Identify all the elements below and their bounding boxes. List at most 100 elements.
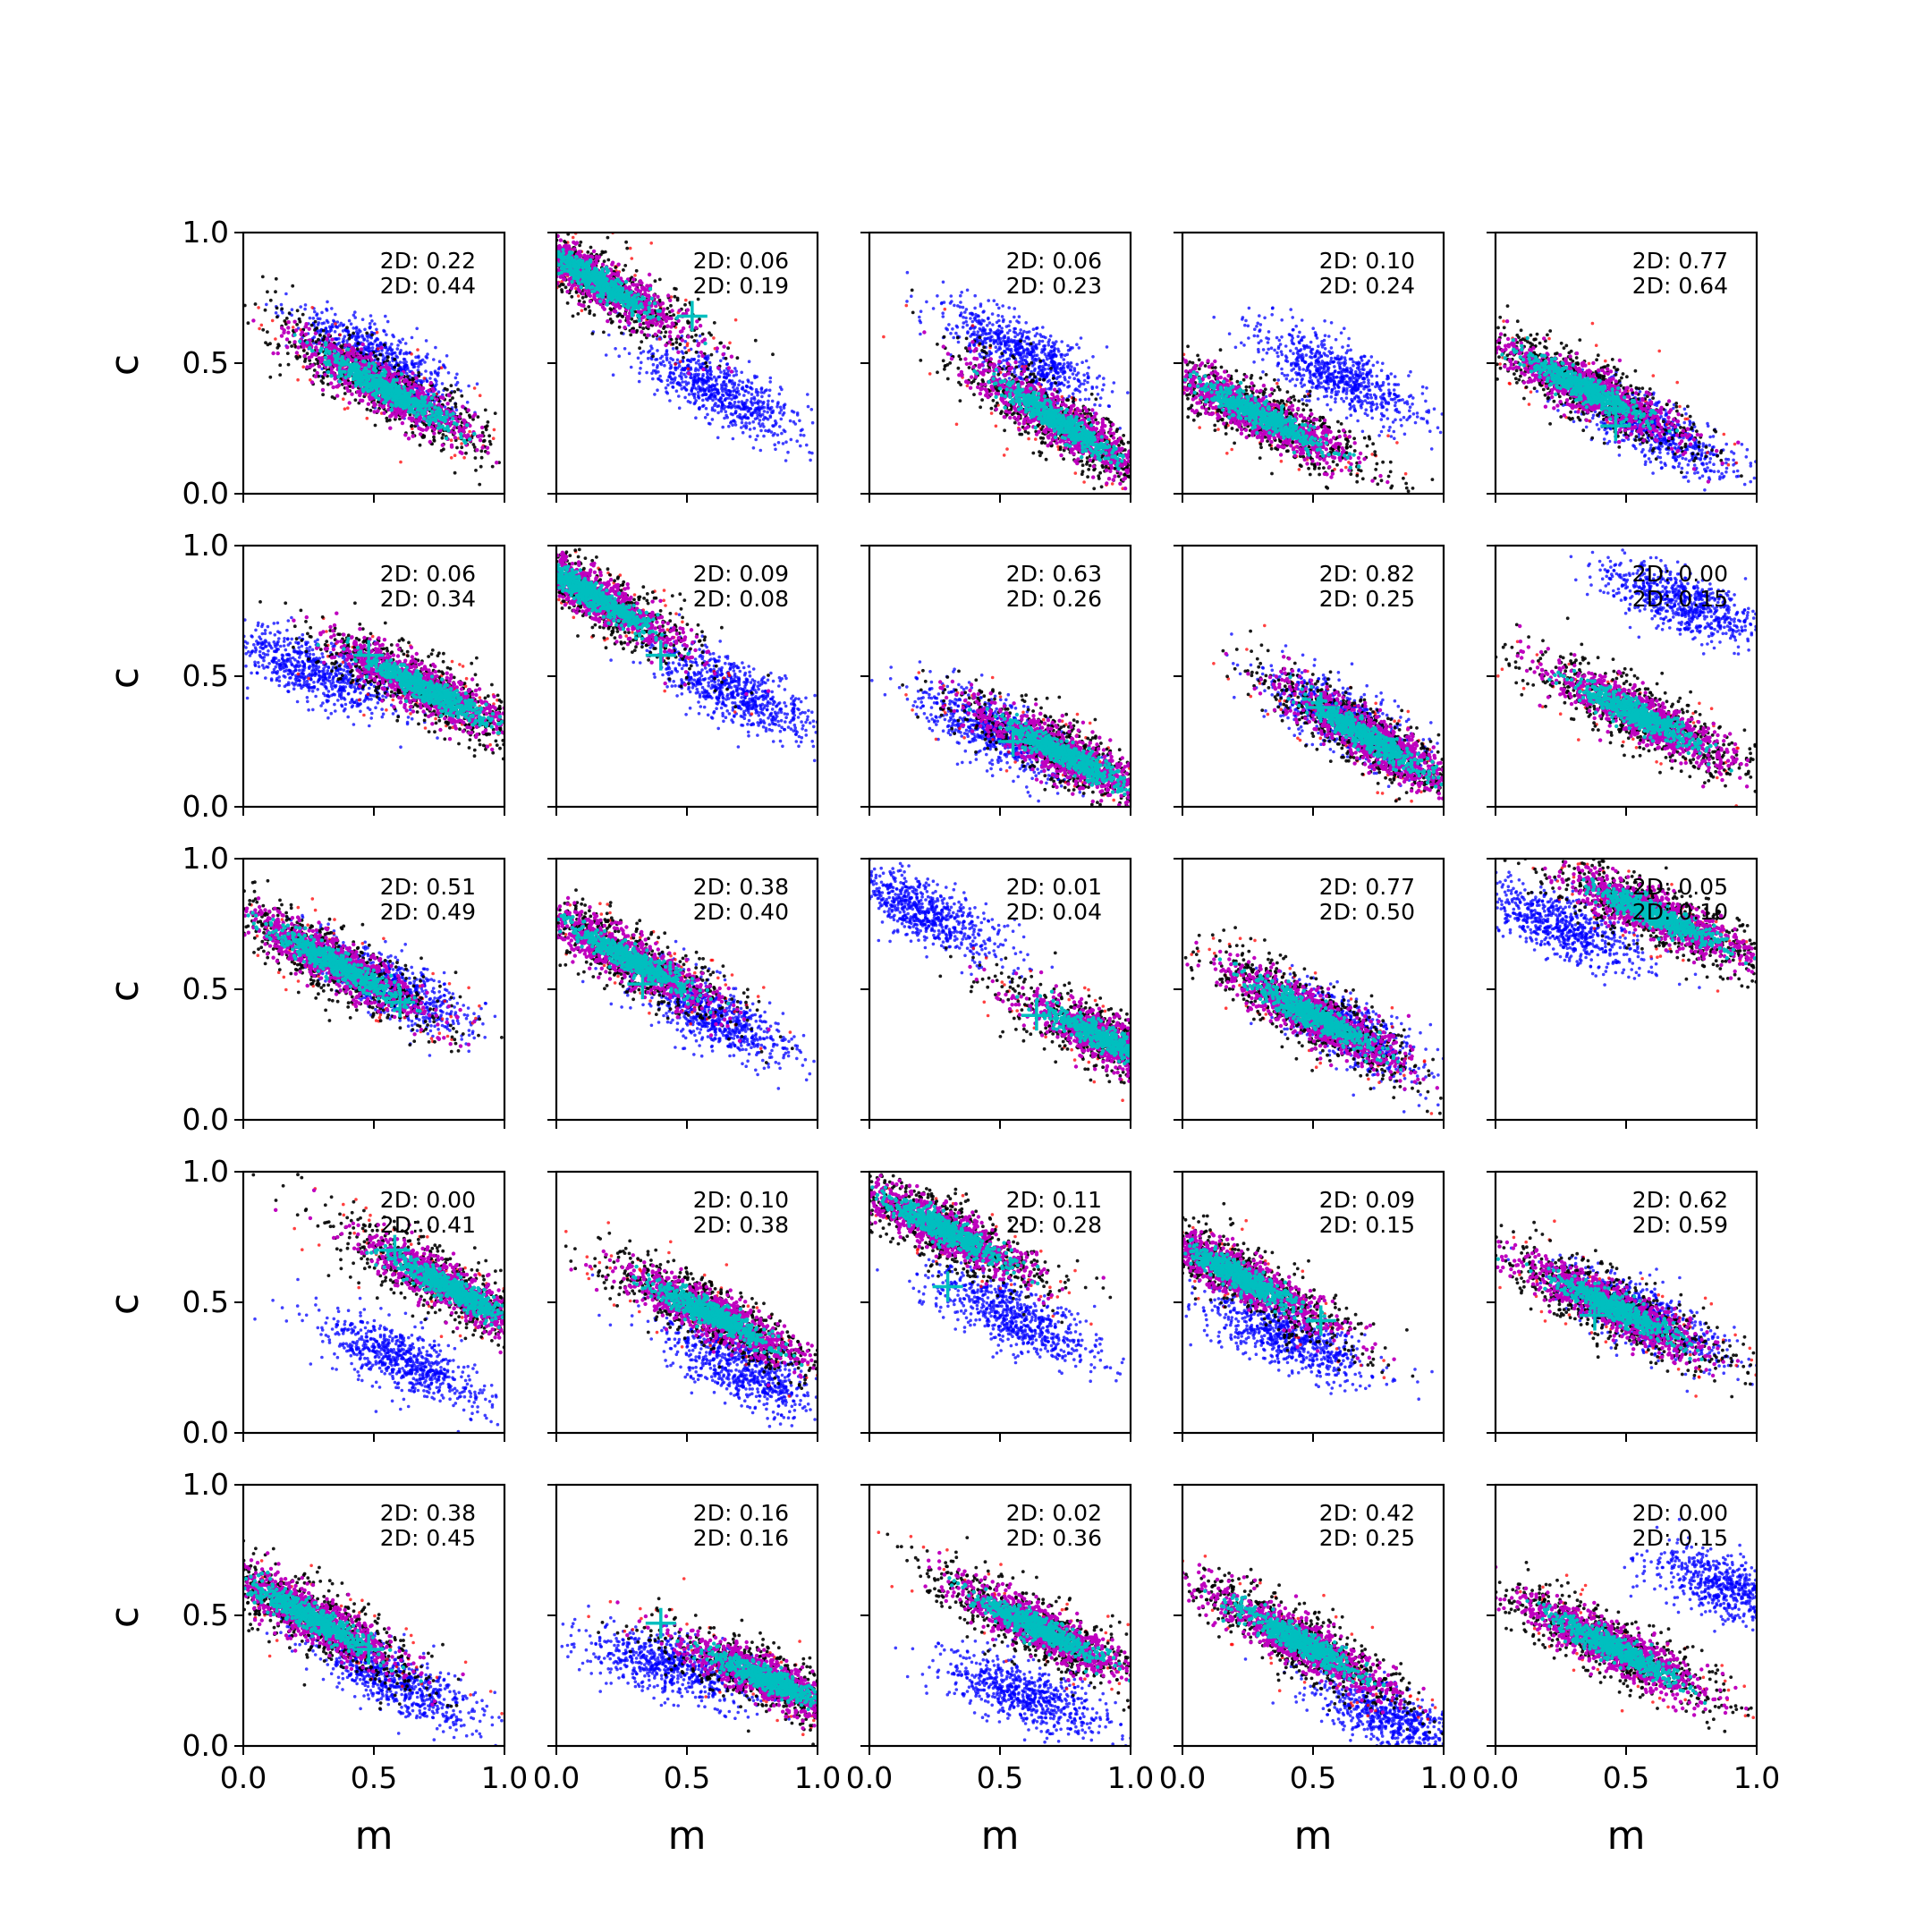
black-cloud-point — [695, 351, 699, 354]
black-cloud-point — [296, 309, 300, 312]
blue-cloud-point — [767, 394, 771, 398]
blue-cloud-point — [680, 371, 683, 375]
cyan-cloud-point — [324, 343, 327, 346]
blue-cloud-point — [658, 361, 662, 365]
blue-cloud-point — [733, 411, 737, 415]
blue-cloud-point — [617, 354, 621, 358]
blue-cloud-point — [753, 409, 757, 412]
black-cloud-point — [397, 363, 401, 367]
blue-cloud-point — [750, 402, 754, 405]
cyan-cloud-point — [451, 417, 454, 420]
magenta-cloud-point — [680, 329, 683, 333]
black-cloud-point — [365, 332, 369, 335]
black-cloud-point — [385, 417, 388, 420]
magenta-cloud-point — [650, 309, 654, 312]
blue-cloud-point — [698, 407, 701, 411]
cyan-cloud-point — [367, 369, 370, 373]
cyan-cloud-point — [443, 415, 446, 419]
cyan-cloud-point — [375, 387, 378, 391]
black-cloud-point — [417, 371, 420, 375]
cyan-cloud-point — [326, 370, 330, 374]
red-cloud-point — [580, 309, 584, 313]
cyan-cloud-point — [416, 412, 419, 416]
cyan-cloud-point — [354, 384, 358, 387]
blue-cloud-point — [335, 337, 338, 341]
cyan-cloud-point — [423, 400, 427, 403]
black-cloud-point — [280, 307, 284, 310]
black-cloud-point — [489, 443, 493, 446]
blue-cloud-point — [667, 376, 671, 379]
blue-cloud-point — [795, 439, 799, 443]
magenta-cloud-point — [716, 346, 719, 350]
cyan-cloud-point — [408, 410, 411, 413]
blue-cloud-point — [638, 371, 641, 375]
black-cloud-point — [675, 346, 679, 350]
y-tick-label: 0.5 — [182, 345, 229, 380]
blue-cloud-point — [326, 309, 329, 312]
black-cloud-point — [455, 446, 459, 450]
blue-cloud-point — [745, 417, 749, 420]
red-cloud-point — [416, 348, 419, 352]
blue-cloud-point — [382, 329, 386, 333]
black-cloud-point — [479, 465, 483, 469]
magenta-cloud-point — [276, 352, 280, 355]
blue-cloud-point — [748, 421, 751, 425]
blue-cloud-point — [666, 379, 670, 383]
magenta-cloud-point — [564, 243, 568, 247]
black-cloud-point — [383, 343, 386, 347]
blue-cloud-point — [396, 347, 400, 351]
blue-cloud-point — [732, 390, 735, 394]
blue-cloud-point — [697, 373, 700, 377]
magenta-cloud-point — [562, 277, 565, 281]
blue-cloud-point — [343, 323, 346, 326]
blue-cloud-point — [665, 386, 668, 390]
cyan-cloud-point — [371, 361, 375, 365]
cyan-cloud-point — [333, 349, 336, 352]
black-cloud-point — [406, 375, 410, 378]
cyan-cloud-point — [298, 339, 301, 343]
black-cloud-point — [276, 343, 280, 346]
magenta-cloud-point — [382, 404, 386, 408]
magenta-cloud-point — [280, 334, 284, 337]
red-cloud-point — [734, 318, 738, 322]
blue-cloud-point — [708, 389, 711, 393]
blue-cloud-point — [438, 360, 442, 363]
black-cloud-point — [484, 409, 487, 412]
magenta-cloud-point — [687, 371, 691, 375]
magenta-cloud-point — [647, 293, 650, 297]
black-cloud-point — [635, 269, 639, 273]
black-cloud-point — [464, 452, 468, 455]
blue-cloud-point — [390, 349, 394, 352]
blue-cloud-point — [671, 377, 674, 381]
magenta-cloud-point — [318, 365, 321, 369]
blue-cloud-point — [325, 329, 328, 333]
blue-cloud-point — [680, 375, 683, 378]
blue-cloud-point — [701, 386, 705, 390]
black-cloud-point — [593, 313, 597, 317]
red-cloud-point — [410, 352, 413, 356]
blue-cloud-point — [656, 388, 659, 392]
black-cloud-point — [658, 278, 662, 282]
magenta-cloud-point — [403, 413, 407, 417]
blue-cloud-point — [760, 407, 764, 411]
blue-cloud-point — [729, 421, 733, 425]
black-cloud-point — [487, 434, 491, 437]
blue-cloud-point — [777, 441, 781, 445]
blue-cloud-point — [640, 361, 643, 365]
blue-cloud-point — [656, 349, 659, 352]
magenta-cloud-point — [618, 319, 622, 323]
blue-cloud-point — [783, 411, 786, 415]
black-cloud-point — [441, 436, 445, 440]
blue-cloud-point — [385, 333, 388, 336]
black-cloud-point — [673, 287, 676, 291]
blue-cloud-point — [313, 335, 317, 339]
red-cloud-point — [674, 362, 677, 366]
cyan-cloud-point — [399, 404, 402, 408]
black-cloud-point — [421, 436, 425, 439]
blue-cloud-point — [729, 379, 733, 383]
black-cloud-point — [286, 352, 290, 355]
cyan-cloud-point — [407, 397, 411, 401]
blue-cloud-point — [426, 379, 429, 383]
blue-cloud-point — [784, 459, 788, 462]
blue-cloud-point — [374, 339, 377, 343]
